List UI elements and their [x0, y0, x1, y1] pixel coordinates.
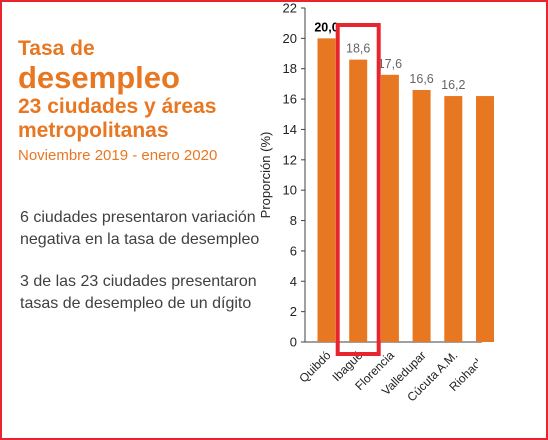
y-tick-label: 10 [283, 183, 297, 198]
note-single-digit: 3 de las 23 ciudades presentaron tasas d… [20, 273, 257, 312]
data-label-1: 18,6 [346, 42, 370, 56]
note-negative-variation: 6 ciudades presentaron variación negativ… [20, 209, 260, 248]
y-tick-label: 18 [283, 61, 297, 76]
bar-4 [444, 96, 463, 343]
y-tick-label: 4 [290, 274, 297, 289]
title-line-3: 23 ciudades y áreas metropolitanas [18, 95, 217, 142]
notes-block: 6 ciudades presentaron variación negativ… [20, 207, 260, 335]
y-tick-label: 2 [290, 304, 297, 319]
data-label-3: 16,6 [409, 72, 433, 86]
highlight-box [335, 23, 381, 356]
y-tick-label: 16 [283, 92, 297, 107]
title-line-1: Tasa de [18, 37, 95, 60]
title-line-2: desempleo [18, 60, 180, 95]
bar-0 [317, 38, 336, 342]
data-label-4: 16,2 [441, 78, 465, 92]
y-tick-label: 22 [283, 2, 297, 16]
y-tick-label: 6 [290, 243, 297, 258]
bar-3 [412, 89, 431, 343]
crop-cover [478, 344, 546, 404]
bar-1 [349, 59, 368, 342]
category-label-0: Quibdó [296, 348, 333, 385]
title-block: Tasa de desempleo 23 ciudades y áreas me… [18, 36, 258, 166]
bar-2 [380, 74, 399, 343]
y-axis-title: Proporción (%) [258, 132, 273, 219]
y-tick-label: 8 [290, 213, 297, 228]
data-label-0: 20,0 [314, 20, 338, 34]
y-tick-label: 0 [290, 335, 297, 350]
period-subtitle: Noviembre 2019 - enero 2020 [18, 147, 218, 164]
y-tick-label: 20 [283, 31, 297, 46]
y-tick-label: 14 [283, 122, 297, 137]
y-tick-label: 12 [283, 152, 297, 167]
data-label-2: 17,6 [378, 57, 402, 71]
bar-5 [476, 96, 494, 343]
